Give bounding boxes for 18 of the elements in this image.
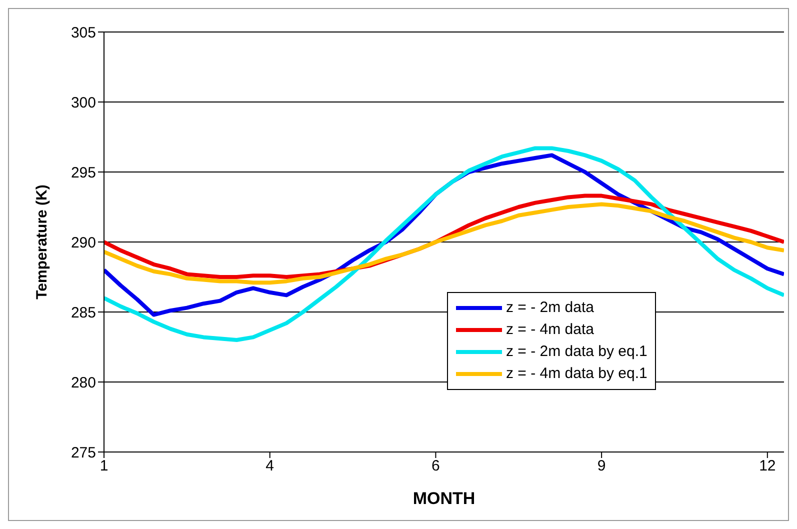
legend-label: z = - 4m data [506,320,594,340]
x-axis-title: MONTH [412,489,476,508]
x-tick-label: 1 [100,458,108,475]
x-tick-label: 6 [432,458,440,475]
legend-label: z = - 2m data [506,298,594,318]
y-tick-label: 285 [70,304,96,322]
x-tick-label: 4 [266,458,274,475]
y-tick-label: 290 [70,234,96,252]
x-tick-label: 12 [759,458,776,475]
legend-label: z = - 2m data by eq.1 [506,342,648,362]
y-tick-label: 275 [70,444,96,462]
y-tick-label: 295 [70,164,96,182]
y-tick-label: 300 [70,94,96,112]
legend-label: z = - 4m data by eq.1 [506,364,648,384]
y-axis-title: Temperature (K) [33,184,50,300]
y-tick-label: 305 [70,24,96,42]
x-tick-label: 9 [597,458,606,475]
y-tick-label: 280 [70,374,96,392]
